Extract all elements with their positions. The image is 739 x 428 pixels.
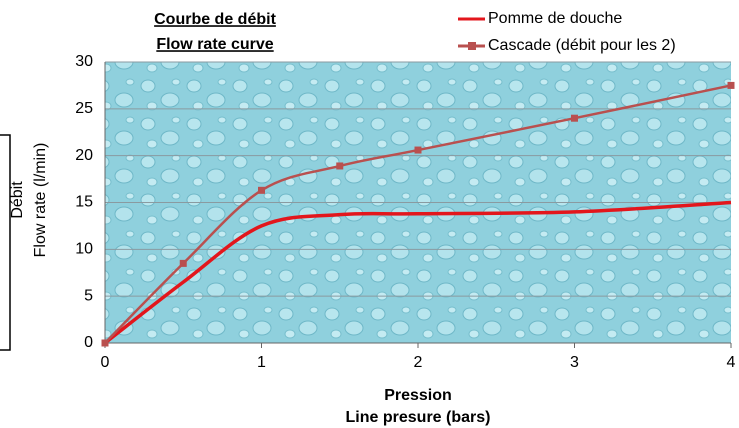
point-marker — [336, 162, 343, 169]
point-marker — [415, 147, 422, 154]
y-tick-label: 20 — [75, 147, 93, 164]
x-tick-label: 1 — [257, 354, 266, 371]
chart-title: Flow rate curve — [156, 36, 273, 53]
side-box — [0, 135, 10, 350]
point-marker — [728, 82, 735, 89]
point-marker — [258, 187, 265, 194]
x-tick-label: 2 — [414, 354, 423, 371]
point-marker — [180, 260, 187, 267]
y-tick-label: 0 — [84, 334, 93, 351]
y-tick-label: 5 — [84, 287, 93, 304]
y-axis-label: Flow rate (l/min) — [32, 143, 49, 258]
point-marker — [571, 115, 578, 122]
x-tick-label: 4 — [727, 354, 736, 371]
legend-label: Pomme de douche — [488, 10, 622, 27]
legend-label: Cascade (débit pour les 2) — [488, 37, 676, 54]
y-tick-label: 10 — [75, 241, 93, 258]
page: Courbe de débit Flow rate curve Débit Fl… — [0, 0, 739, 428]
x-axis-label: Pression — [384, 387, 452, 404]
y-tick-label: 15 — [75, 194, 93, 211]
x-tick-label: 0 — [101, 354, 110, 371]
x-axis-label: Line presure (bars) — [346, 409, 491, 426]
point-marker — [102, 340, 109, 347]
chart: Courbe de débit Flow rate curve Débit Fl… — [0, 0, 739, 428]
chart-title: Courbe de débit — [154, 11, 276, 28]
y-tick-label: 30 — [75, 53, 93, 70]
legend-marker — [468, 42, 476, 50]
x-tick-label: 3 — [570, 354, 579, 371]
y-tick-label: 25 — [75, 100, 93, 117]
y-axis-label: Débit — [9, 181, 26, 219]
